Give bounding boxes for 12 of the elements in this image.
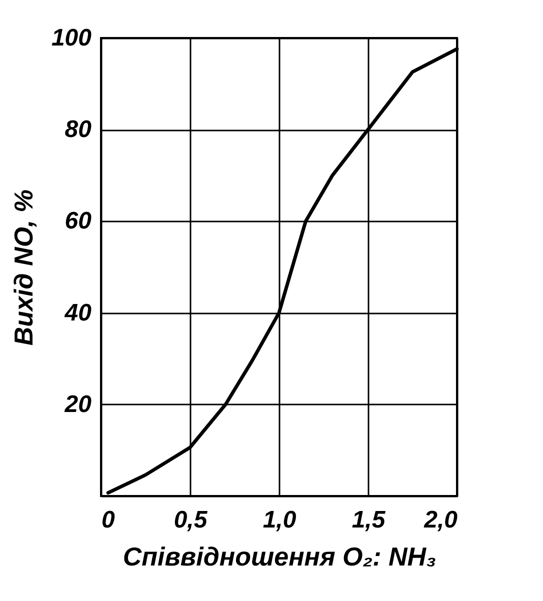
x-tick-label: 0 — [102, 506, 116, 534]
x-tick-label: 0,5 — [174, 506, 208, 534]
y-axis-title: Вихід NO, % — [8, 189, 38, 346]
y-tick-label: 20 — [64, 390, 92, 418]
y-tick-label: 100 — [51, 24, 92, 52]
x-tick-label: 2,0 — [423, 506, 458, 534]
x-tick-label: 1,0 — [262, 506, 297, 534]
y-tick-label: 60 — [64, 208, 92, 235]
y-tick-label: 80 — [64, 116, 92, 144]
y-tick-label: 40 — [64, 299, 92, 326]
x-axis-title: Співвідношення O₂: NH₃ — [122, 542, 436, 572]
x-tick-label: 1,5 — [352, 506, 386, 534]
